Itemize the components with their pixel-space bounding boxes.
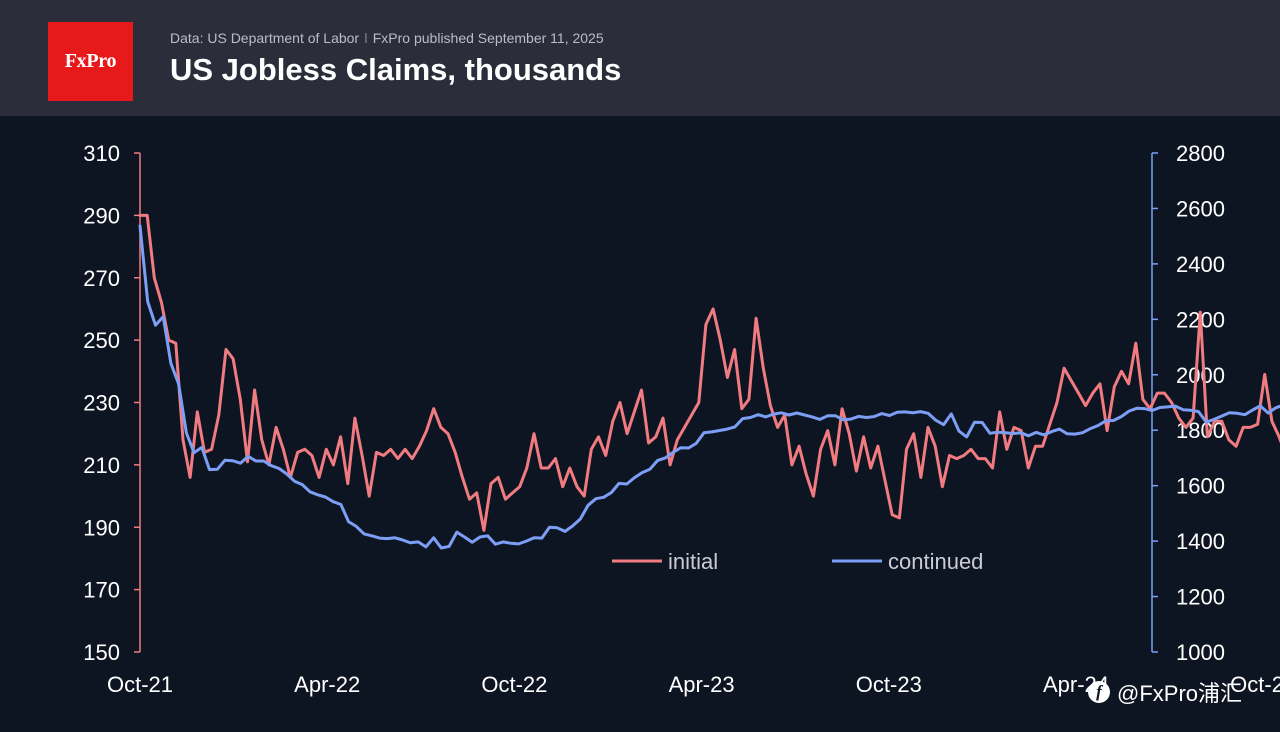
facebook-circle-icon: f xyxy=(1088,681,1110,703)
fxpro-logo: FxPro xyxy=(48,22,133,101)
left-tick-label: 150 xyxy=(83,640,120,665)
series-line-initial xyxy=(138,213,1280,532)
watermark-text: @FxPro浦汇 xyxy=(1117,681,1243,706)
left-tick-label: 250 xyxy=(83,328,120,353)
x-tick-label: Oct-24 xyxy=(1230,672,1280,697)
right-tick-label: 1600 xyxy=(1176,474,1225,499)
left-tick-label: 230 xyxy=(83,391,120,416)
right-tick-label: 1400 xyxy=(1176,529,1225,554)
left-tick-label: 190 xyxy=(83,515,120,540)
right-tick-label: 1200 xyxy=(1176,585,1225,610)
left-tick-label: 210 xyxy=(83,453,120,478)
legend-label-initial: initial xyxy=(668,549,718,574)
right-tick-label: 2600 xyxy=(1176,196,1225,221)
legend-label-continued: continued xyxy=(888,549,983,574)
left-tick-label: 270 xyxy=(83,266,120,291)
right-tick-label: 2400 xyxy=(1176,252,1225,277)
watermark: f @FxPro浦汇 xyxy=(1088,676,1242,708)
x-tick-label: Oct-22 xyxy=(481,672,547,697)
published-date: FxPro published September 11, 2025 xyxy=(372,30,604,46)
left-tick-label: 170 xyxy=(83,578,120,603)
series-line-continued xyxy=(138,224,1280,550)
x-tick-label: Apr-22 xyxy=(294,672,360,697)
x-tick-label: Apr-23 xyxy=(669,672,735,697)
logo-text: FxPro xyxy=(64,50,117,72)
left-tick-label: 310 xyxy=(83,141,120,166)
data-source: Data: US Department of Labor xyxy=(170,30,360,46)
source-separator: ǀ xyxy=(364,30,368,46)
x-tick-label: Oct-23 xyxy=(856,672,922,697)
x-tick-label: Oct-21 xyxy=(107,672,173,697)
left-tick-label: 290 xyxy=(83,203,120,228)
right-tick-label: 1000 xyxy=(1176,640,1225,665)
right-tick-label: 2000 xyxy=(1176,363,1225,388)
chart-title: US Jobless Claims, thousands xyxy=(170,52,622,87)
right-tick-label: 2800 xyxy=(1176,141,1225,166)
source-line: Data: US Department of Labor ǀ FxPro publi… xyxy=(170,30,604,46)
header-bar: FxPro Data: US Department of Labor ǀ FxPro… xyxy=(0,0,1280,116)
